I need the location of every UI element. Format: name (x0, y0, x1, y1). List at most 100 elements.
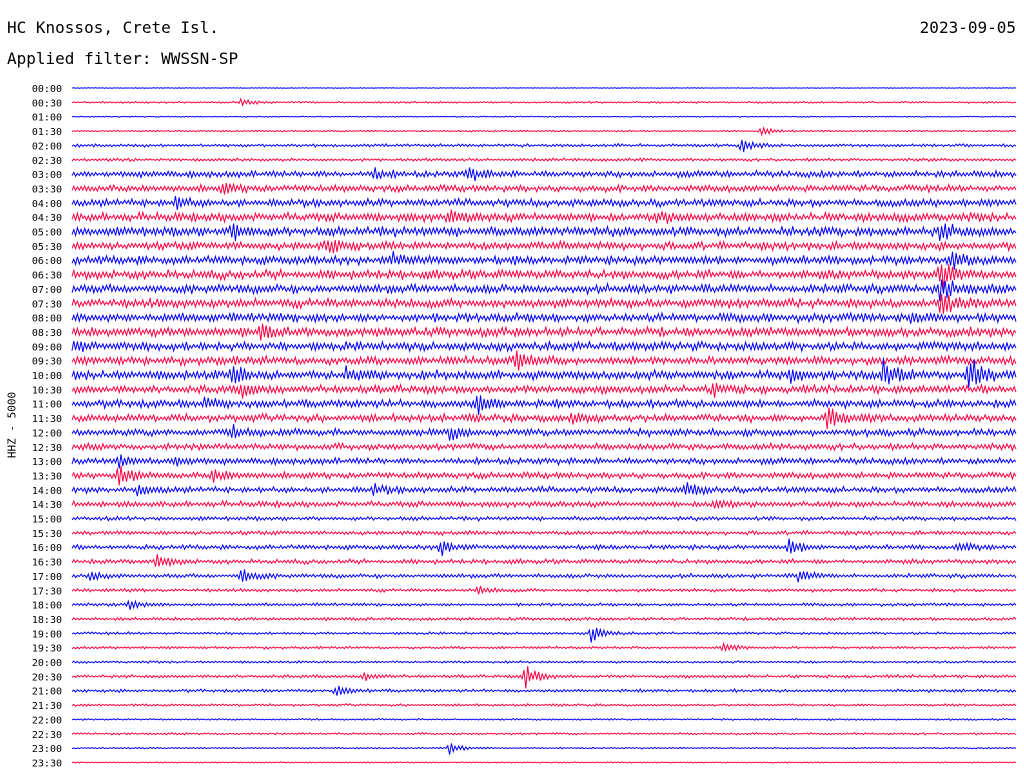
trace-line (71, 515, 1017, 522)
date-label: 2023-09-05 (919, 18, 1016, 37)
trace-line (71, 659, 1017, 665)
trace-line (71, 115, 1017, 118)
trace-line (71, 569, 1017, 583)
time-tick-label: 11:30 (32, 414, 62, 425)
time-tick-label: 18:00 (32, 601, 62, 612)
trace-line (71, 350, 1017, 371)
time-tick-label: 02:00 (32, 141, 62, 152)
trace-line (71, 239, 1017, 254)
trace-line (71, 599, 1017, 610)
time-tick-label: 07:30 (32, 299, 62, 310)
time-tick-label: 18:30 (32, 615, 62, 626)
time-tick-label: 20:30 (32, 672, 62, 683)
time-tick-label: 23:30 (32, 758, 62, 769)
trace-line (71, 685, 1017, 696)
time-tick-label: 09:00 (32, 342, 62, 353)
trace-line (71, 339, 1017, 353)
filter-label: Applied filter: WWSSN-SP (7, 49, 239, 68)
trace-line (71, 195, 1017, 210)
trace-line (71, 251, 1017, 270)
trace-line (71, 666, 1017, 689)
time-tick-label: 14:00 (32, 486, 62, 497)
trace-line (71, 529, 1017, 537)
time-tick-label: 04:30 (32, 213, 62, 224)
time-tick-label: 03:30 (32, 184, 62, 195)
time-tick-label: 17:00 (32, 572, 62, 583)
time-tick-label: 14:30 (32, 500, 62, 511)
time-tick-label: 20:00 (32, 658, 62, 669)
time-tick-label: 00:30 (32, 98, 62, 109)
time-tick-label: 16:00 (32, 543, 62, 554)
trace-line (71, 641, 1017, 653)
trace-line (71, 139, 1017, 153)
time-tick-label: 09:30 (32, 357, 62, 368)
time-tick-label: 12:00 (32, 428, 62, 439)
trace-line (71, 223, 1017, 242)
trace-line (71, 87, 1017, 89)
trace-line (71, 293, 1017, 314)
trace-line (71, 703, 1017, 708)
time-tick-label: 01:30 (32, 127, 62, 138)
time-tick-label: 11:00 (32, 400, 62, 411)
trace-line (71, 310, 1017, 325)
trace-line (71, 126, 1017, 137)
time-tick-label: 05:30 (32, 242, 62, 253)
trace-line (71, 717, 1017, 722)
trace-line (71, 585, 1017, 595)
trace-line (71, 382, 1017, 399)
trace-line (71, 627, 1017, 643)
time-tick-label: 07:00 (32, 285, 62, 296)
time-tick-label: 15:00 (32, 515, 62, 526)
trace-line (71, 97, 1017, 107)
time-tick-label: 19:30 (32, 644, 62, 655)
trace-line (71, 465, 1017, 486)
station-title: HC Knossos, Crete Isl. (7, 18, 219, 37)
time-tick-label: 10:30 (32, 385, 62, 396)
trace-line (71, 279, 1017, 302)
time-tick-label: 22:00 (32, 715, 62, 726)
trace-line (71, 616, 1017, 622)
trace-line (71, 554, 1017, 568)
trace-line (71, 423, 1017, 441)
trace-line (71, 441, 1017, 452)
trace-line (71, 407, 1017, 430)
time-tick-label: 01:00 (32, 113, 62, 124)
time-tick-label: 10:00 (32, 371, 62, 382)
time-tick-label: 23:00 (32, 744, 62, 755)
trace-line (71, 482, 1017, 497)
trace-line (71, 264, 1017, 290)
time-tick-label: 06:00 (32, 256, 62, 267)
time-tick-label: 21:00 (32, 687, 62, 698)
trace-line (71, 395, 1017, 415)
trace-line (71, 323, 1017, 341)
time-tick-label: 19:00 (32, 629, 62, 640)
time-tick-label: 04:00 (32, 199, 62, 210)
time-tick-label: 13:00 (32, 457, 62, 468)
trace-line (71, 498, 1017, 510)
time-tick-label: 00:00 (32, 84, 62, 95)
time-tick-label: 12:30 (32, 443, 62, 454)
time-tick-label: 17:30 (32, 586, 62, 597)
trace-line (71, 454, 1017, 469)
trace-line (71, 167, 1017, 182)
trace-line (71, 209, 1017, 224)
trace-line (71, 357, 1017, 389)
time-tick-label: 03:00 (32, 170, 62, 181)
trace-line (71, 743, 1017, 755)
trace-line (71, 157, 1017, 163)
time-tick-label: 05:00 (32, 228, 62, 239)
time-tick-label: 13:30 (32, 471, 62, 482)
trace-line (71, 761, 1017, 764)
time-tick-label: 22:30 (32, 730, 62, 741)
time-tick-label: 16:30 (32, 558, 62, 569)
trace-line (71, 182, 1017, 195)
trace-line (71, 538, 1017, 556)
time-tick-label: 21:30 (32, 701, 62, 712)
time-tick-label: 15:30 (32, 529, 62, 540)
time-tick-label: 08:00 (32, 314, 62, 325)
time-tick-label: 06:30 (32, 271, 62, 282)
trace-line (71, 731, 1017, 736)
time-tick-label: 02:30 (32, 156, 62, 167)
time-tick-label: 08:30 (32, 328, 62, 339)
